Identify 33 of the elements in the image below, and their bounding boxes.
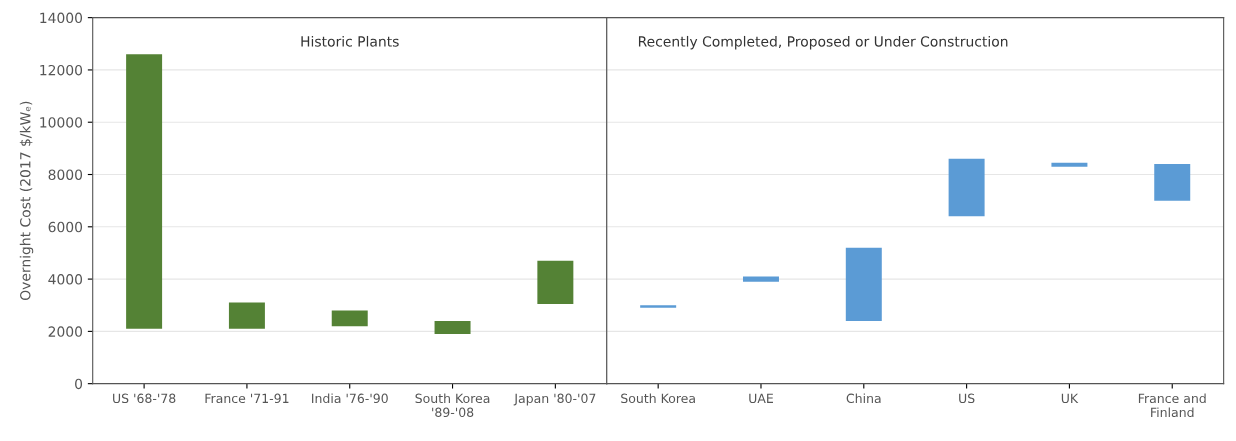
bar <box>640 305 677 308</box>
bar <box>845 247 882 321</box>
x-tick-label: US '68-'78 <box>113 393 176 404</box>
y-tick-label: 14000 <box>40 12 83 24</box>
bar <box>537 260 574 304</box>
x-tick-label: UK <box>1061 393 1079 404</box>
y-tick-label: 12000 <box>40 64 83 76</box>
bar <box>742 276 779 282</box>
y-tick-label: 8000 <box>48 169 83 180</box>
y-tick-label: 2000 <box>48 326 83 337</box>
bar <box>948 158 985 217</box>
text: Recently Completed, Proposed or Under Construction <box>638 35 1008 50</box>
x-tick-label: Japan '80-'07 <box>513 393 596 406</box>
bar <box>126 54 163 329</box>
bar <box>228 302 265 329</box>
y-tick-label: 0 <box>75 378 83 390</box>
x-tick-label: South Korea <box>621 393 695 404</box>
y-tick-label: 6000 <box>48 221 83 233</box>
y-tick-label: 4000 <box>48 274 83 285</box>
x-tick-label: China <box>846 393 881 404</box>
bar <box>434 320 471 334</box>
text: Historic Plants <box>301 35 399 47</box>
bar <box>331 310 368 327</box>
x-tick-label: South Korea '89-'08 <box>415 393 490 418</box>
x-tick-label: UAE <box>749 393 773 404</box>
y-axis-title: Overnight Cost (2017 $/kWₑ) <box>19 101 34 301</box>
x-tick-label: France and Finland <box>1138 393 1206 418</box>
bar <box>1051 162 1088 167</box>
x-tick-label: France '71-91 <box>205 393 289 404</box>
x-tick-label: India '76-'90 <box>312 393 388 404</box>
y-tick-label: 10000 <box>40 117 83 128</box>
x-tick-label: US <box>959 393 975 404</box>
bar <box>1154 164 1191 201</box>
